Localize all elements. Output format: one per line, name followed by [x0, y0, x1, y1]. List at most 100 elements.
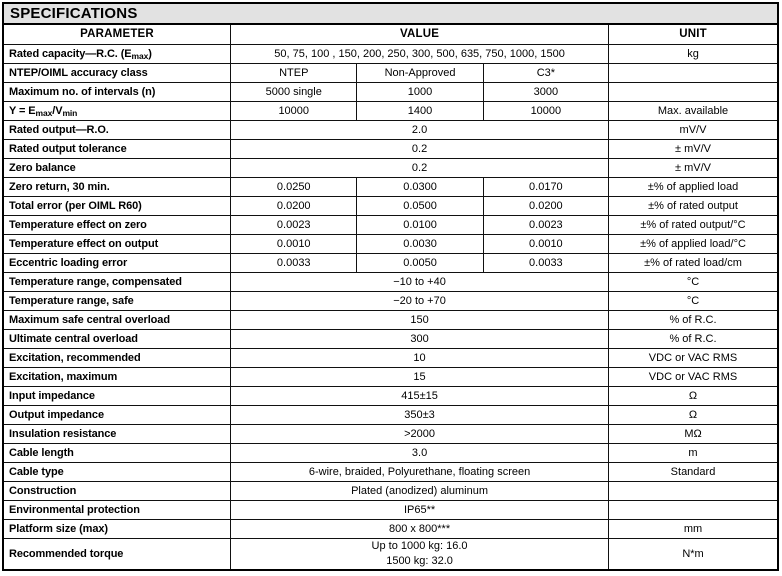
parameter-cell: Zero balance	[2, 158, 232, 178]
value-cell: 350±3	[230, 405, 610, 425]
parameter-cell: Recommended torque	[2, 537, 232, 571]
column-header-unit: UNIT	[608, 23, 779, 45]
value-cell: 800 x 800***	[230, 519, 610, 539]
page-title: SPECIFICATIONS	[2, 2, 779, 25]
unit-cell: % of R.C.	[608, 329, 779, 349]
value-cell: Plated (anodized) aluminum	[230, 481, 610, 501]
value-cell: 0.0200	[230, 196, 358, 216]
value-cell: 0.2	[230, 139, 610, 159]
value-cell: 15	[230, 367, 610, 387]
parameter-cell: Input impedance	[2, 386, 232, 406]
value-cell: −10 to +40	[230, 272, 610, 292]
unit-cell	[608, 500, 779, 520]
parameter-cell: Eccentric loading error	[2, 253, 232, 273]
value-cell: 0.0100	[356, 215, 484, 235]
parameter-cell: Rated capacity—R.C. (Emax)	[2, 44, 232, 64]
table-row: Temperature effect on zero 0.0023 0.0100 0.…	[2, 215, 779, 235]
table-row: Environmental protection IP65**	[2, 500, 779, 520]
unit-cell: VDC or VAC RMS	[608, 348, 779, 368]
value-cell: 0.0050	[356, 253, 484, 273]
table-body: Rated capacity—R.C. (Emax) 50, 75, 100 , …	[2, 44, 779, 571]
unit-cell: MΩ	[608, 424, 779, 444]
unit-cell	[608, 82, 779, 102]
value-cell: 0.2	[230, 158, 610, 178]
unit-cell: Max. available	[608, 101, 779, 121]
parameter-cell: Cable type	[2, 462, 232, 482]
unit-cell: ±% of rated output/°C	[608, 215, 779, 235]
column-header-parameter: PARAMETER	[2, 23, 232, 45]
unit-cell: mm	[608, 519, 779, 539]
parameter-cell: Excitation, recommended	[2, 348, 232, 368]
value-cell: 5000 single	[230, 82, 358, 102]
value-cell: 0.0023	[482, 215, 610, 235]
parameter-cell: Temperature effect on zero	[2, 215, 232, 235]
value-cell: 0.0010	[230, 234, 358, 254]
table-row: Zero balance 0.2 ± mV/V	[2, 158, 779, 178]
unit-cell: ±% of applied load/°C	[608, 234, 779, 254]
value-cell: NTEP	[230, 63, 358, 83]
value-cell: 0.0010	[482, 234, 610, 254]
unit-cell: VDC or VAC RMS	[608, 367, 779, 387]
table-row: Cable length 3.0 m	[2, 443, 779, 463]
unit-cell: ±% of rated output	[608, 196, 779, 216]
parameter-cell: Insulation resistance	[2, 424, 232, 444]
table-row: Rated capacity—R.C. (Emax) 50, 75, 100 , …	[2, 44, 779, 64]
table-row: Input impedance 415±15 Ω	[2, 386, 779, 406]
parameter-cell: Total error (per OIML R60)	[2, 196, 232, 216]
column-header-row: PARAMETER VALUE UNIT	[2, 23, 779, 45]
parameter-cell: Environmental protection	[2, 500, 232, 520]
value-cell: 0.0200	[482, 196, 610, 216]
parameter-cell: NTEP/OIML accuracy class	[2, 63, 232, 83]
table-row: Platform size (max) 800 x 800*** mm	[2, 519, 779, 539]
value-cell: 10000	[230, 101, 358, 121]
table-row: Temperature range, compensated −10 to +40…	[2, 272, 779, 292]
parameter-cell: Ultimate central overload	[2, 329, 232, 349]
table-row: Rated output—R.O. 2.0 mV/V	[2, 120, 779, 140]
value-cell: 3.0	[230, 443, 610, 463]
table-row: Rated output tolerance 0.2 ± mV/V	[2, 139, 779, 159]
table-row: Excitation, recommended 10 VDC or VAC RMS	[2, 348, 779, 368]
value-cell: 0.0023	[230, 215, 358, 235]
value-cell: 10	[230, 348, 610, 368]
table-row: Y = Emax/Vmin 10000 1400 10000 Max. availabl…	[2, 101, 779, 121]
value-cell: 0.0030	[356, 234, 484, 254]
unit-cell	[608, 63, 779, 83]
value-cell: 0.0300	[356, 177, 484, 197]
parameter-cell: Temperature effect on output	[2, 234, 232, 254]
column-header-value: VALUE	[230, 23, 610, 45]
parameter-cell: Excitation, maximum	[2, 367, 232, 387]
table-row: Cable type 6-wire, braided, Polyurethane,…	[2, 462, 779, 482]
unit-cell: °C	[608, 291, 779, 311]
value-cell: 150	[230, 310, 610, 330]
parameter-cell: Cable length	[2, 443, 232, 463]
value-cell: 1400	[356, 101, 484, 121]
table-row: Temperature range, safe −20 to +70 °C	[2, 291, 779, 311]
value-cell: 0.0500	[356, 196, 484, 216]
parameter-cell: Temperature range, safe	[2, 291, 232, 311]
parameter-cell: Platform size (max)	[2, 519, 232, 539]
unit-cell: % of R.C.	[608, 310, 779, 330]
table-row: Total error (per OIML R60) 0.0200 0.0500 0.…	[2, 196, 779, 216]
table-row: Zero return, 30 min. 0.0250 0.0300 0.0170 ±%…	[2, 177, 779, 197]
value-cell: −20 to +70	[230, 291, 610, 311]
value-cell: 3000	[482, 82, 610, 102]
unit-cell: m	[608, 443, 779, 463]
table-row: Eccentric loading error 0.0033 0.0050 0.003…	[2, 253, 779, 273]
parameter-cell: Temperature range, compensated	[2, 272, 232, 292]
value-cell: 10000	[482, 101, 610, 121]
table-row: Construction Plated (anodized) aluminum	[2, 481, 779, 501]
table-title-row: SPECIFICATIONS	[2, 2, 779, 25]
table-row: Output impedance 350±3 Ω	[2, 405, 779, 425]
value-cell: 6-wire, braided, Polyurethane, floating …	[230, 462, 610, 482]
unit-cell: ±% of rated load/cm	[608, 253, 779, 273]
value-cell: 0.0033	[230, 253, 358, 273]
unit-cell: N*m	[608, 537, 779, 571]
value-cell: IP65**	[230, 500, 610, 520]
table-row: Maximum safe central overload 150% of R.C…	[2, 310, 779, 330]
unit-cell: ± mV/V	[608, 158, 779, 178]
unit-cell: Ω	[608, 405, 779, 425]
unit-cell: °C	[608, 272, 779, 292]
table-row: Ultimate central overload 300% of R.C.	[2, 329, 779, 349]
value-cell: C3*	[482, 63, 610, 83]
